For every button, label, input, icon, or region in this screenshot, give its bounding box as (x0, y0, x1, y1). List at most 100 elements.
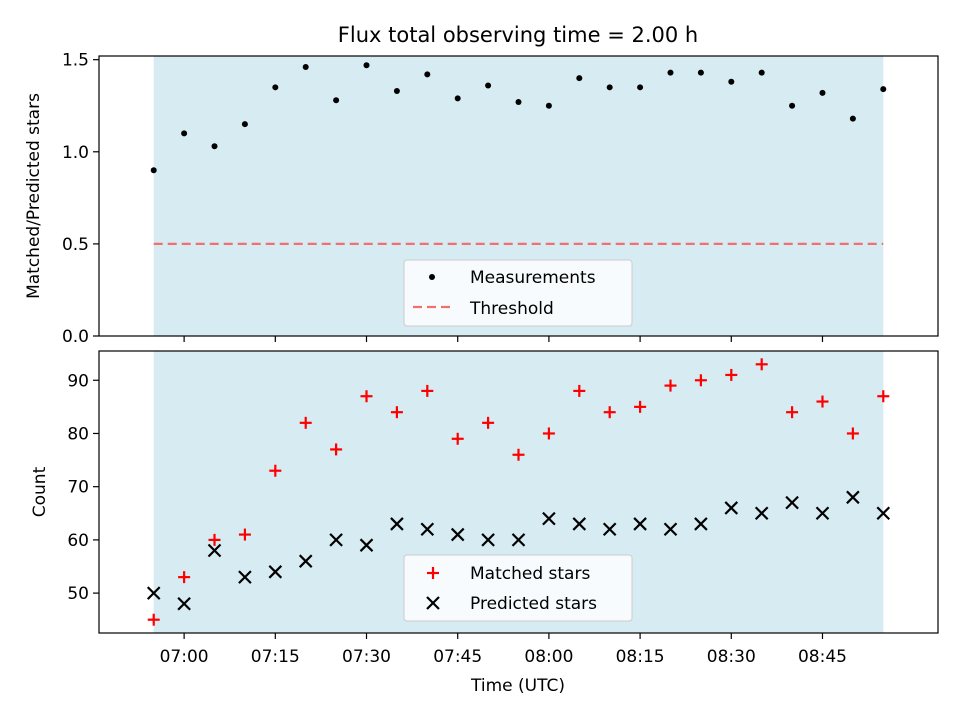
bottom-ytick-label: 70 (67, 478, 89, 498)
measurement-point (333, 97, 340, 104)
predicted-stars-point (724, 501, 739, 515)
predicted-stars-point (298, 554, 313, 568)
predicted-stars-point (876, 506, 891, 521)
matched-stars-point (512, 448, 525, 461)
matched-stars-point (421, 384, 434, 397)
measurement-point (485, 82, 492, 89)
legend-measurements-marker (429, 274, 435, 280)
matched-stars-point (147, 613, 160, 626)
matched-stars-point (330, 443, 343, 456)
legend-matched-label: Matched stars (470, 564, 590, 584)
bottom-panel: 50 60 70 80 90 07:00 07:15 07:30 07:45 08:00 08:1… (30, 350, 939, 696)
predicted-stars-point (754, 506, 769, 521)
predicted-stars-point (481, 533, 495, 547)
xtick-label: 07:45 (433, 647, 482, 667)
measurement-point (150, 167, 157, 174)
predicted-stars-point (207, 543, 222, 558)
measurement-point (545, 102, 552, 109)
bottom-ytick-label: 50 (67, 584, 89, 604)
predicted-stars-point (390, 517, 404, 531)
bottom-plot-frame (98, 350, 939, 634)
predicted-stars-point (815, 506, 830, 521)
matched-stars-point (786, 406, 799, 419)
measurement-point (454, 95, 461, 102)
legend-matched-marker (427, 567, 439, 579)
legend-measurements-label: Measurements (470, 268, 596, 288)
predicted-stars-point (268, 565, 283, 579)
matched-stars-point (269, 464, 282, 477)
predicted-stars-point (238, 570, 252, 584)
top-ytick-label: 1.0 (62, 143, 89, 163)
predicted-stars-point (572, 517, 587, 531)
predicted-stars-point (329, 533, 343, 547)
xtick-label: 08:00 (524, 647, 573, 667)
measurement-point (819, 89, 826, 96)
matched-stars-point (846, 427, 859, 440)
bottom-ytick-label: 80 (67, 424, 89, 444)
measurement-point (697, 69, 704, 76)
matched-stars-point (634, 400, 647, 413)
predicted-stars-point (663, 522, 678, 537)
top-ytick-label: 0.5 (62, 235, 89, 255)
measurement-point (181, 130, 188, 137)
measurement-point (393, 88, 400, 94)
matched-stars-point (877, 390, 890, 403)
chart-title: Flux total observing time = 2.00 h (338, 23, 698, 47)
predicted-stars-point (359, 538, 374, 552)
top-panel: 0.0 0.5 1.0 1.5 Matched/Predicted stars Mea… (24, 51, 939, 347)
predicted-stars-point (177, 596, 191, 611)
matched-stars-point (299, 416, 312, 429)
xtick-label: 08:45 (798, 647, 847, 667)
measurement-point (363, 62, 370, 69)
measurement-point (849, 115, 856, 122)
legend-threshold-label: Threshold (469, 299, 554, 319)
bottom-ytick-label: 90 (67, 371, 89, 391)
measurement-point (302, 64, 309, 71)
matched-stars-point (360, 390, 373, 403)
predicted-stars-point (511, 533, 526, 547)
x-axis-label: Time (UTC) (470, 676, 565, 696)
predicted-stars-point (633, 517, 647, 531)
predicted-stars-point (846, 490, 860, 505)
matched-stars-point (451, 432, 464, 445)
matched-stars-point (694, 374, 707, 387)
matched-stars-point (603, 406, 616, 419)
bottom-ylabel: Count (30, 466, 50, 517)
matched-stars-point (482, 416, 495, 429)
legend-predicted-label: Predicted stars (470, 594, 597, 614)
predicted-stars-point (450, 527, 465, 542)
xtick-label: 07:15 (251, 647, 300, 667)
measurement-point (606, 84, 613, 91)
matched-stars-point (178, 571, 191, 584)
predicted-stars-point (694, 517, 708, 531)
xtick-label: 07:30 (342, 647, 391, 667)
matched-stars-point (542, 427, 555, 440)
bottom-legend: Matched stars Predicted stars (403, 554, 633, 622)
measurement-point (241, 121, 248, 128)
measurement-point (576, 75, 583, 82)
measurement-point (728, 78, 735, 85)
matched-stars-point (755, 358, 768, 371)
measurement-point (880, 86, 887, 93)
measurement-point (667, 69, 674, 76)
predicted-stars-point (420, 522, 435, 537)
measurement-point (758, 69, 765, 76)
legend-predicted-marker (426, 596, 440, 610)
top-ylabel: Matched/Predicted stars (24, 93, 44, 299)
top-ytick-label: 0.0 (62, 327, 89, 347)
predicted-stars-point (146, 586, 161, 600)
matched-stars-point (573, 384, 586, 397)
measurement-point (789, 102, 796, 109)
bottom-ytick-label: 60 (67, 531, 89, 551)
xtick-label: 08:30 (707, 647, 756, 667)
matched-stars-point (725, 368, 738, 381)
matched-stars-point (208, 533, 221, 546)
measurement-point (637, 84, 644, 91)
matched-stars-point (816, 395, 829, 408)
measurement-point (515, 99, 522, 106)
top-plot-frame (98, 55, 939, 337)
xtick-label: 08:15 (616, 647, 665, 667)
matched-stars-point (664, 379, 677, 392)
matched-stars-point (390, 406, 403, 419)
